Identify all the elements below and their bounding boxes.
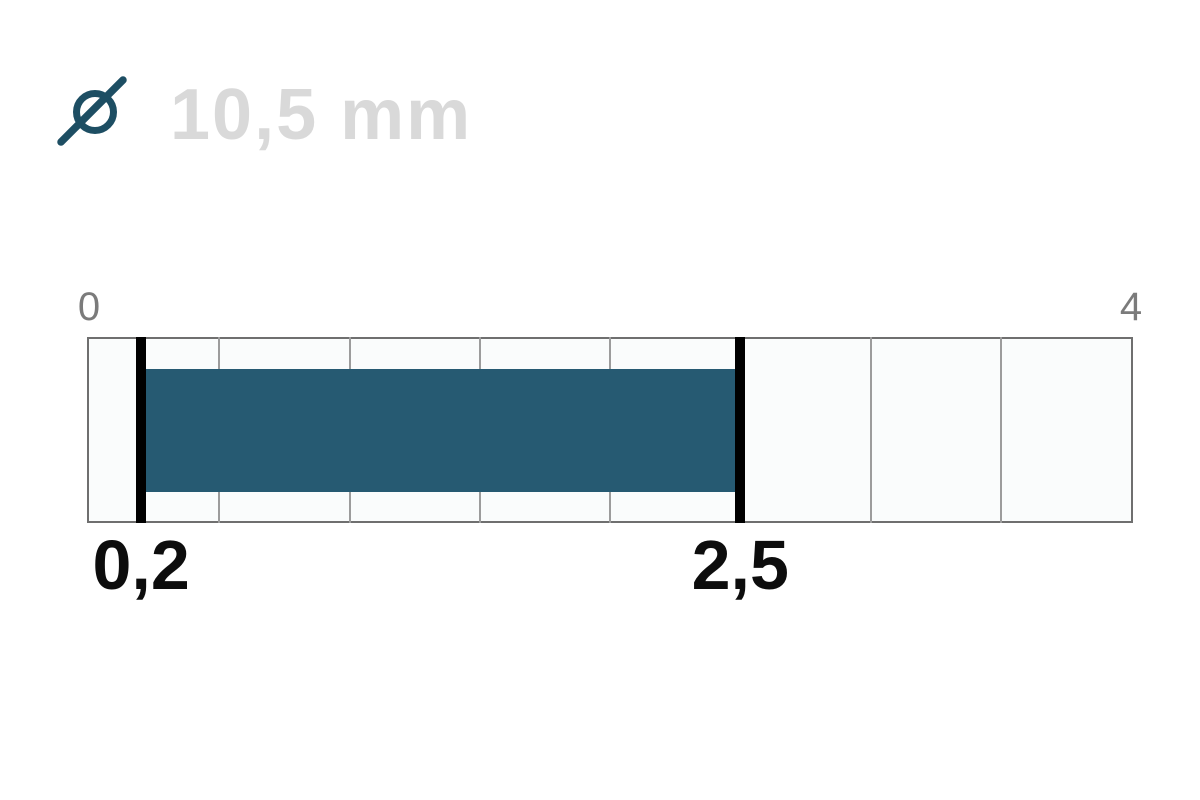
gridline <box>869 337 872 523</box>
chart-track: 0 4 0,2 2,5 <box>78 287 1142 600</box>
selected-range-bar <box>141 369 741 492</box>
range-start-value: 0,2 <box>92 526 190 604</box>
range-end-marker <box>735 337 746 523</box>
range-start-marker <box>136 337 147 523</box>
axis-max-label: 4 <box>1119 285 1143 329</box>
range-end-value: 2,5 <box>691 526 789 604</box>
diameter-spec-header: 10,5 mm <box>0 0 1200 180</box>
diameter-icon <box>57 76 127 146</box>
axis-min-label: 0 <box>77 285 101 329</box>
diameter-value-label: 10,5 mm <box>170 75 473 155</box>
gridline <box>999 337 1002 523</box>
